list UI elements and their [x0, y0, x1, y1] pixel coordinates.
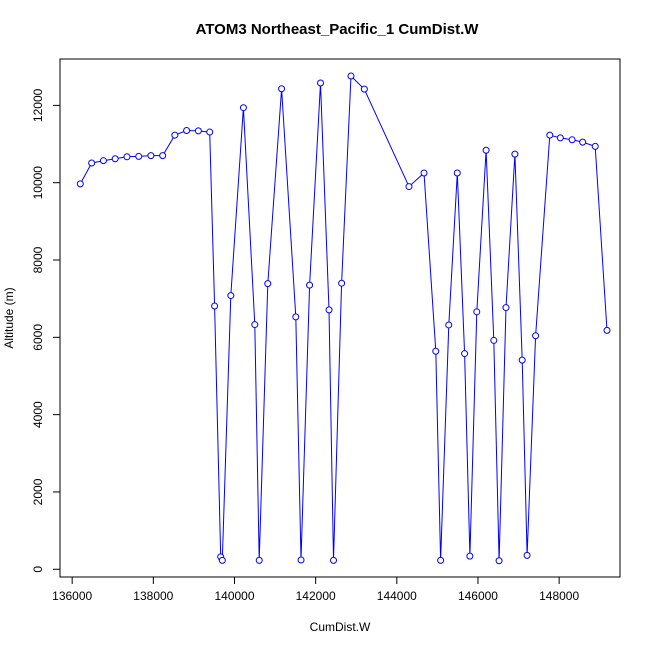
data-point — [420, 169, 428, 177]
data-point — [568, 136, 576, 144]
y-axis: 0 2000 4000 6000 8000 10000 12000 — [31, 88, 61, 573]
data-point — [147, 152, 155, 160]
data-point — [453, 169, 461, 177]
x-tick-label: 138000 — [133, 589, 173, 603]
data-point — [546, 131, 554, 139]
y-tick-label: 2000 — [31, 478, 45, 505]
data-point — [532, 332, 540, 340]
series-layer — [76, 72, 611, 565]
data-point — [482, 146, 490, 154]
data-point — [264, 280, 272, 288]
x-tick-label: 148000 — [539, 589, 579, 603]
data-point — [194, 127, 202, 135]
y-axis-label: Altitude (m) — [2, 287, 16, 348]
data-point — [255, 556, 263, 564]
data-point — [473, 308, 481, 316]
data-point — [437, 556, 445, 564]
data-point — [183, 127, 191, 135]
data-point — [325, 306, 333, 314]
data-point — [445, 321, 453, 329]
data-point — [297, 556, 305, 564]
x-tick-label: 140000 — [214, 589, 254, 603]
data-point — [338, 279, 346, 287]
data-point — [218, 556, 226, 564]
data-point — [502, 304, 510, 312]
data-point — [360, 85, 368, 93]
data-point — [159, 152, 167, 160]
data-point — [495, 557, 503, 565]
x-axis: 136000 138000 140000 142000 144000 146000 1480… — [52, 576, 579, 603]
series-line — [79, 74, 608, 561]
data-point — [461, 350, 469, 358]
data-point — [227, 292, 235, 300]
plot-frame — [59, 58, 621, 578]
data-point — [239, 104, 247, 112]
x-axis-label: CumDist.W — [310, 620, 371, 634]
data-point — [171, 131, 179, 139]
data-point — [292, 313, 300, 321]
data-point — [99, 157, 107, 165]
x-tick-label: 144000 — [377, 589, 417, 603]
data-point — [317, 79, 325, 87]
data-point — [88, 159, 96, 167]
data-point — [135, 152, 143, 160]
data-point — [579, 138, 587, 146]
y-tick-label: 4000 — [31, 401, 45, 428]
data-point — [490, 336, 498, 344]
data-point — [523, 551, 531, 559]
data-point — [211, 302, 219, 310]
x-tick-label: 136000 — [52, 589, 92, 603]
data-point — [466, 552, 474, 560]
data-point — [76, 180, 84, 188]
data-point — [330, 556, 338, 564]
y-tick-label: 8000 — [31, 246, 45, 273]
y-tick-label: 10000 — [31, 166, 45, 200]
data-point — [111, 155, 119, 163]
data-point — [511, 150, 519, 158]
data-point — [347, 72, 355, 80]
data-point — [206, 128, 214, 136]
y-tick-label: 0 — [31, 566, 45, 573]
data-point — [278, 85, 286, 93]
data-point — [432, 347, 440, 355]
y-tick-label: 6000 — [31, 324, 45, 351]
data-point — [405, 183, 413, 191]
x-tick-label: 142000 — [296, 589, 336, 603]
data-point — [518, 356, 526, 364]
x-tick-label: 146000 — [458, 589, 498, 603]
data-point — [556, 134, 564, 142]
data-point — [251, 321, 259, 329]
data-point — [306, 281, 314, 289]
data-point — [123, 153, 131, 161]
data-point — [591, 142, 599, 150]
data-point — [603, 326, 611, 334]
chart-title: ATOM3 Northeast_Pacific_1 CumDist.W — [196, 21, 480, 38]
y-tick-label: 12000 — [31, 88, 45, 122]
